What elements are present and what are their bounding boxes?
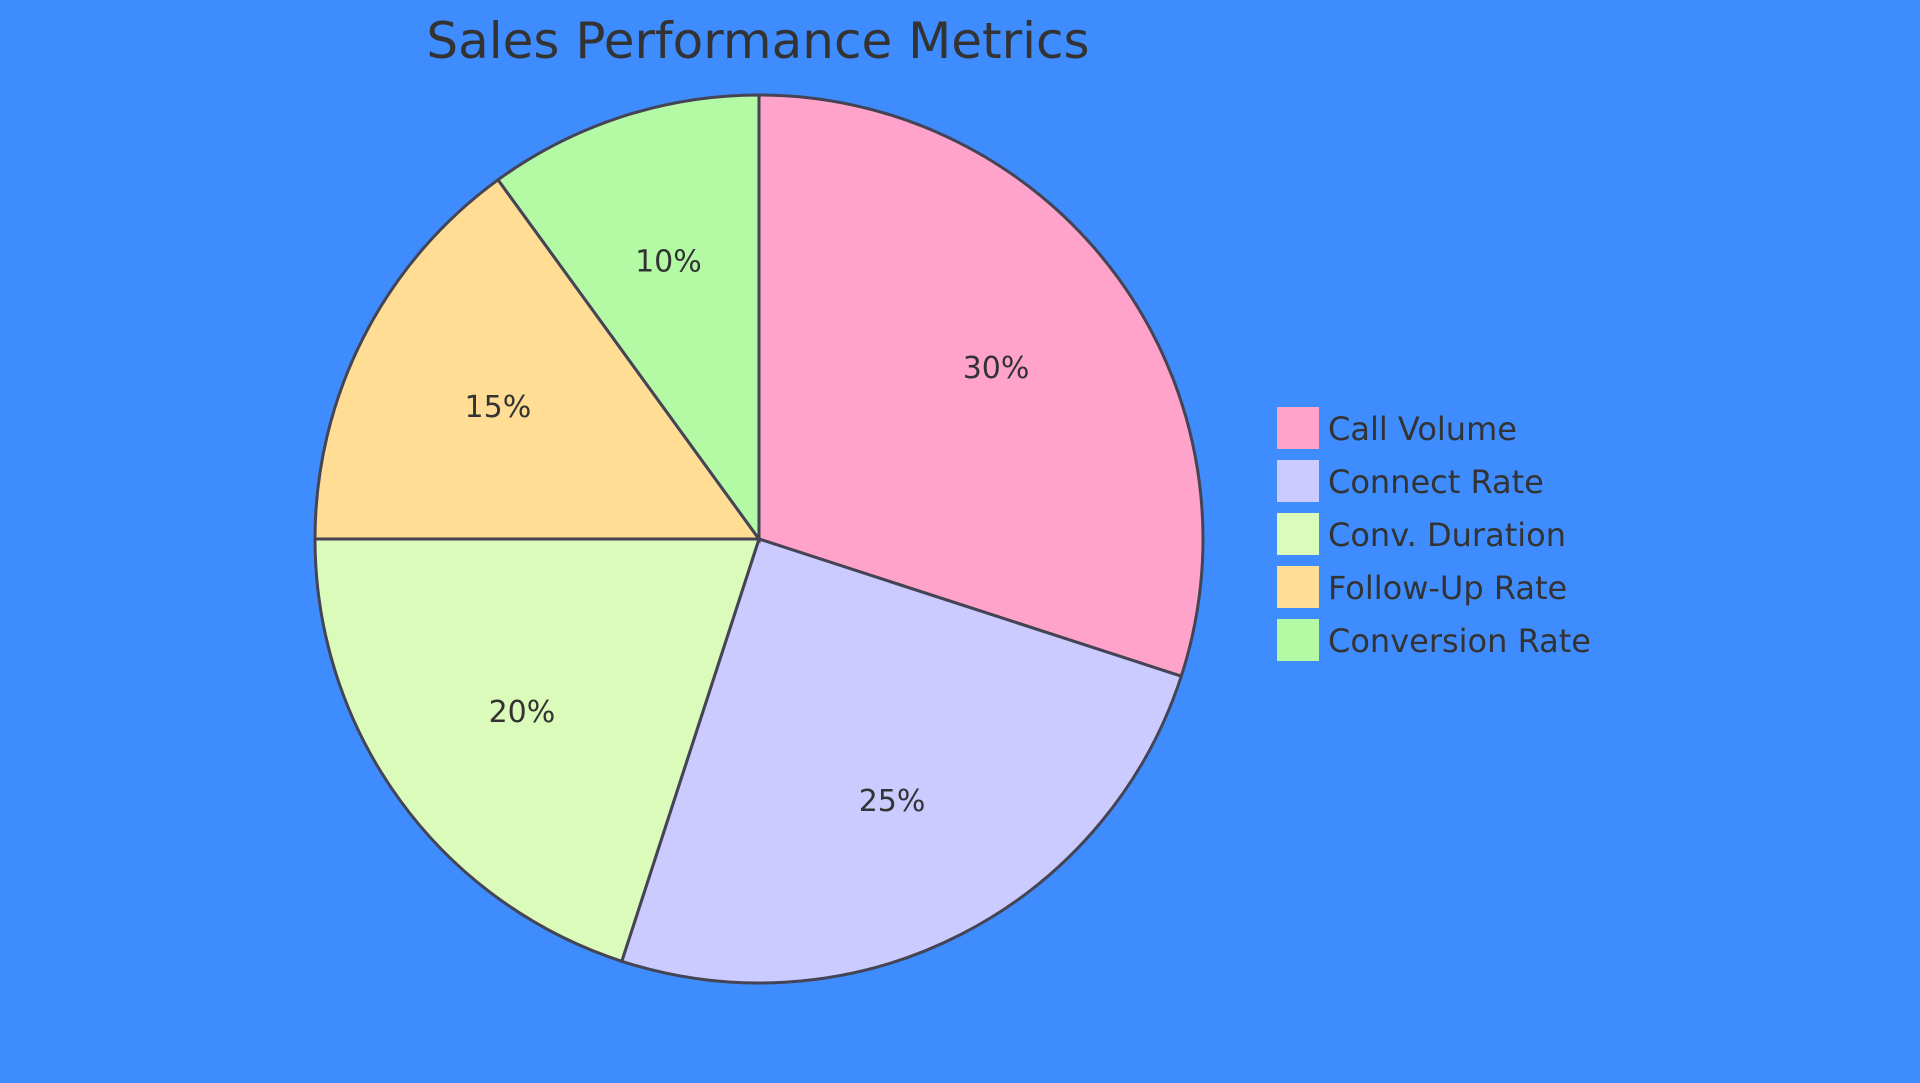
legend-label-follow-up-rate: Follow-Up Rate xyxy=(1328,569,1567,607)
slice-label-follow-up-rate: 15% xyxy=(465,390,532,425)
legend-label-conv-duration: Conv. Duration xyxy=(1328,516,1566,554)
pie-slice-follow-up-rate xyxy=(313,177,762,541)
legend-swatch-conversion-rate xyxy=(1275,617,1321,663)
legend-swatch-conv-duration xyxy=(1275,511,1321,557)
chart-title: Sales Performance Metrics xyxy=(426,12,1089,70)
slice-label-conv-duration: 20% xyxy=(489,695,556,730)
slice-label-call-volume: 30% xyxy=(963,351,1030,386)
pie-slice-conversion-rate xyxy=(495,93,761,544)
pie-slice-call-volume xyxy=(757,93,1205,679)
legend-swatch-connect-rate xyxy=(1275,458,1321,504)
slice-label-connect-rate: 25% xyxy=(859,784,926,819)
legend-label-call-volume: Call Volume xyxy=(1328,410,1517,448)
legend-label-connect-rate: Connect Rate xyxy=(1328,463,1544,501)
pie-slice-labels: 30% 25% 20% 15% 10% xyxy=(465,244,1030,819)
pie-slice-conv-duration xyxy=(313,537,762,964)
slice-label-conversion-rate: 10% xyxy=(635,244,702,279)
legend-swatch-follow-up-rate xyxy=(1275,564,1321,610)
legend: Call Volume Connect Rate Conv. Duration Fol… xyxy=(1275,405,1591,663)
legend-label-conversion-rate: Conversion Rate xyxy=(1328,622,1591,660)
pie-slices xyxy=(313,93,1205,985)
pie-slice-connect-rate xyxy=(619,537,1184,985)
legend-swatch-call-volume xyxy=(1275,405,1321,451)
